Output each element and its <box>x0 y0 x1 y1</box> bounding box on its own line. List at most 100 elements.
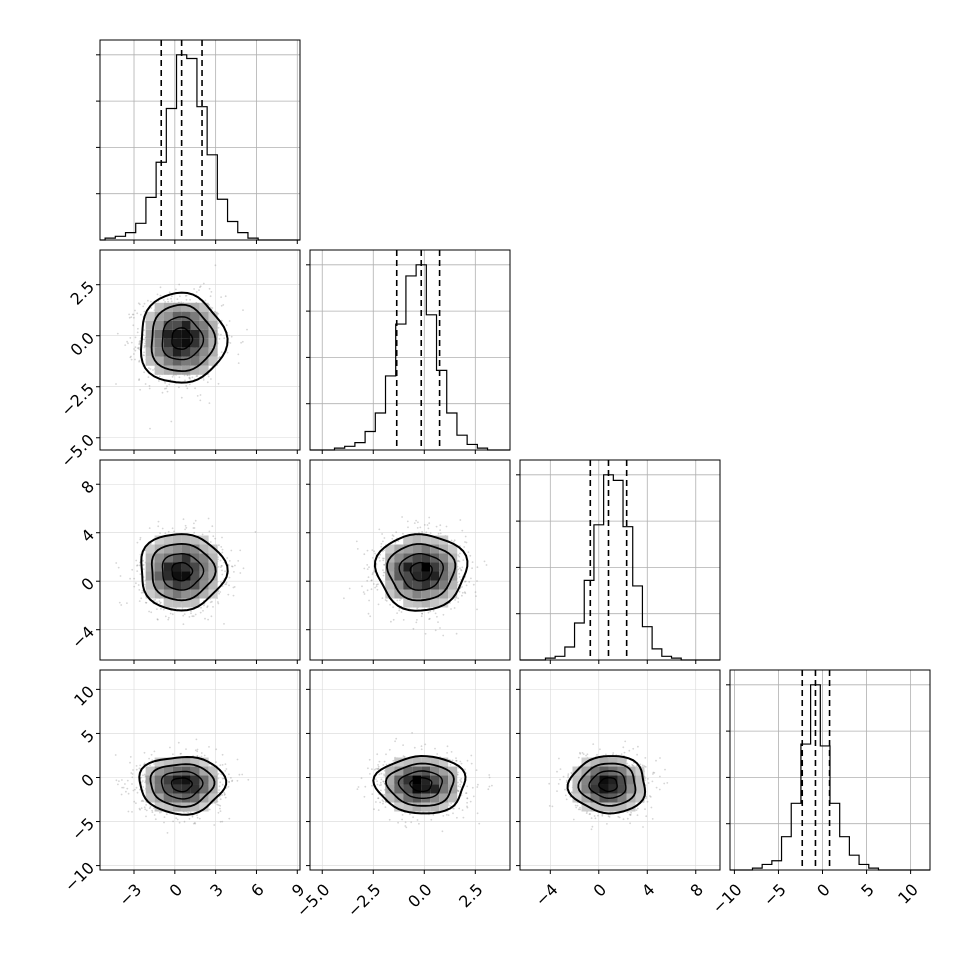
density-cells-1-0 <box>145 302 218 375</box>
scatter-point <box>136 541 139 544</box>
scatter-point <box>212 606 214 608</box>
scatter-point <box>377 603 380 606</box>
scatter-point <box>239 549 242 552</box>
scatter-point <box>206 606 209 609</box>
scatter-point <box>372 583 375 585</box>
scatter-point <box>164 615 167 618</box>
scatter-point <box>415 621 418 624</box>
scatter-point <box>210 378 212 380</box>
scatter-point <box>371 549 374 551</box>
density-cell <box>145 347 155 357</box>
density-cell <box>208 311 218 321</box>
scatter-point <box>239 572 242 574</box>
density-cell <box>163 347 173 357</box>
scatter-point <box>195 375 198 377</box>
scatter-point <box>150 307 153 309</box>
scatter-point <box>458 560 461 563</box>
density-cell <box>154 338 164 348</box>
scatter-point <box>458 576 461 578</box>
scatter-point <box>156 608 158 610</box>
scatter-point <box>220 319 223 322</box>
scatter-point <box>135 559 138 562</box>
scatter-point <box>136 312 139 315</box>
scatter-point <box>178 283 181 286</box>
y-tick-label: 0.0 <box>67 328 98 359</box>
scatter-point <box>138 342 141 345</box>
scatter-point <box>233 571 235 573</box>
scatter-point <box>138 303 141 306</box>
scatter-point <box>139 339 142 342</box>
panel-frame <box>99 39 301 241</box>
scatter-point <box>135 582 137 585</box>
scatter-point <box>134 346 137 349</box>
scatter-point <box>130 355 132 358</box>
scatter-point <box>457 568 460 571</box>
scatter-point <box>188 616 191 618</box>
scatter-point <box>178 821 181 824</box>
scatter-point <box>366 564 369 566</box>
scatter-point <box>401 516 403 518</box>
scatter-point <box>476 608 478 611</box>
scatter-point <box>195 291 198 293</box>
scatter-point <box>134 336 137 339</box>
scatter-point <box>395 531 398 534</box>
density-cells-2-1 <box>385 535 458 608</box>
scatter-point <box>380 545 383 548</box>
scatter-point <box>184 295 187 297</box>
scatter-point <box>407 526 409 529</box>
scatter-point <box>467 551 470 554</box>
scatter-point <box>476 566 479 569</box>
density-cell <box>163 311 173 321</box>
scatter-point <box>124 344 127 346</box>
panel-2-1 <box>306 459 511 664</box>
density-cell <box>421 589 431 599</box>
scatter-point <box>363 567 366 570</box>
scatter-point <box>389 603 391 606</box>
scatter-point <box>148 367 150 369</box>
density-cell <box>190 365 200 375</box>
scatter-point <box>167 300 170 303</box>
scatter-point <box>204 617 206 620</box>
scatter-point <box>142 568 145 570</box>
scatter-point <box>213 824 216 826</box>
scatter-point <box>183 374 186 377</box>
scatter-point <box>161 527 164 530</box>
scatter-point <box>151 811 154 814</box>
scatter-point <box>134 788 136 791</box>
scatter-point <box>219 591 222 593</box>
scatter-point <box>439 532 442 535</box>
density-cell <box>145 338 155 348</box>
scatter-point <box>363 553 366 556</box>
scatter-point <box>476 580 478 582</box>
scatter-point <box>233 586 236 588</box>
scatter-point <box>138 378 141 381</box>
scatter-point <box>485 564 488 566</box>
scatter-point <box>153 814 156 816</box>
scatter-point <box>242 309 244 311</box>
scatter-point <box>230 777 232 779</box>
scatter-point <box>220 566 222 568</box>
scatter-point <box>131 313 134 316</box>
scatter-point <box>383 537 386 539</box>
scatter-point <box>439 627 441 629</box>
scatter-point <box>475 595 477 597</box>
scatter-point <box>185 385 188 387</box>
scatter-point <box>207 517 210 520</box>
scatter-point <box>366 589 369 592</box>
scatter-point <box>171 295 173 298</box>
scatter-point <box>199 285 202 288</box>
scatter-point <box>382 571 385 574</box>
scatter-point <box>237 560 240 562</box>
scatter-point <box>156 293 159 296</box>
scatter-point <box>471 567 473 570</box>
scatter-point <box>437 532 440 535</box>
density-cell <box>412 544 422 554</box>
scatter-point <box>224 763 227 765</box>
scatter-point <box>137 347 140 350</box>
scatter-point <box>219 781 222 784</box>
density-cell <box>172 338 182 348</box>
scatter-point <box>228 817 231 820</box>
scatter-point <box>170 300 173 303</box>
scatter-point <box>211 307 214 309</box>
scatter-point <box>221 548 224 551</box>
